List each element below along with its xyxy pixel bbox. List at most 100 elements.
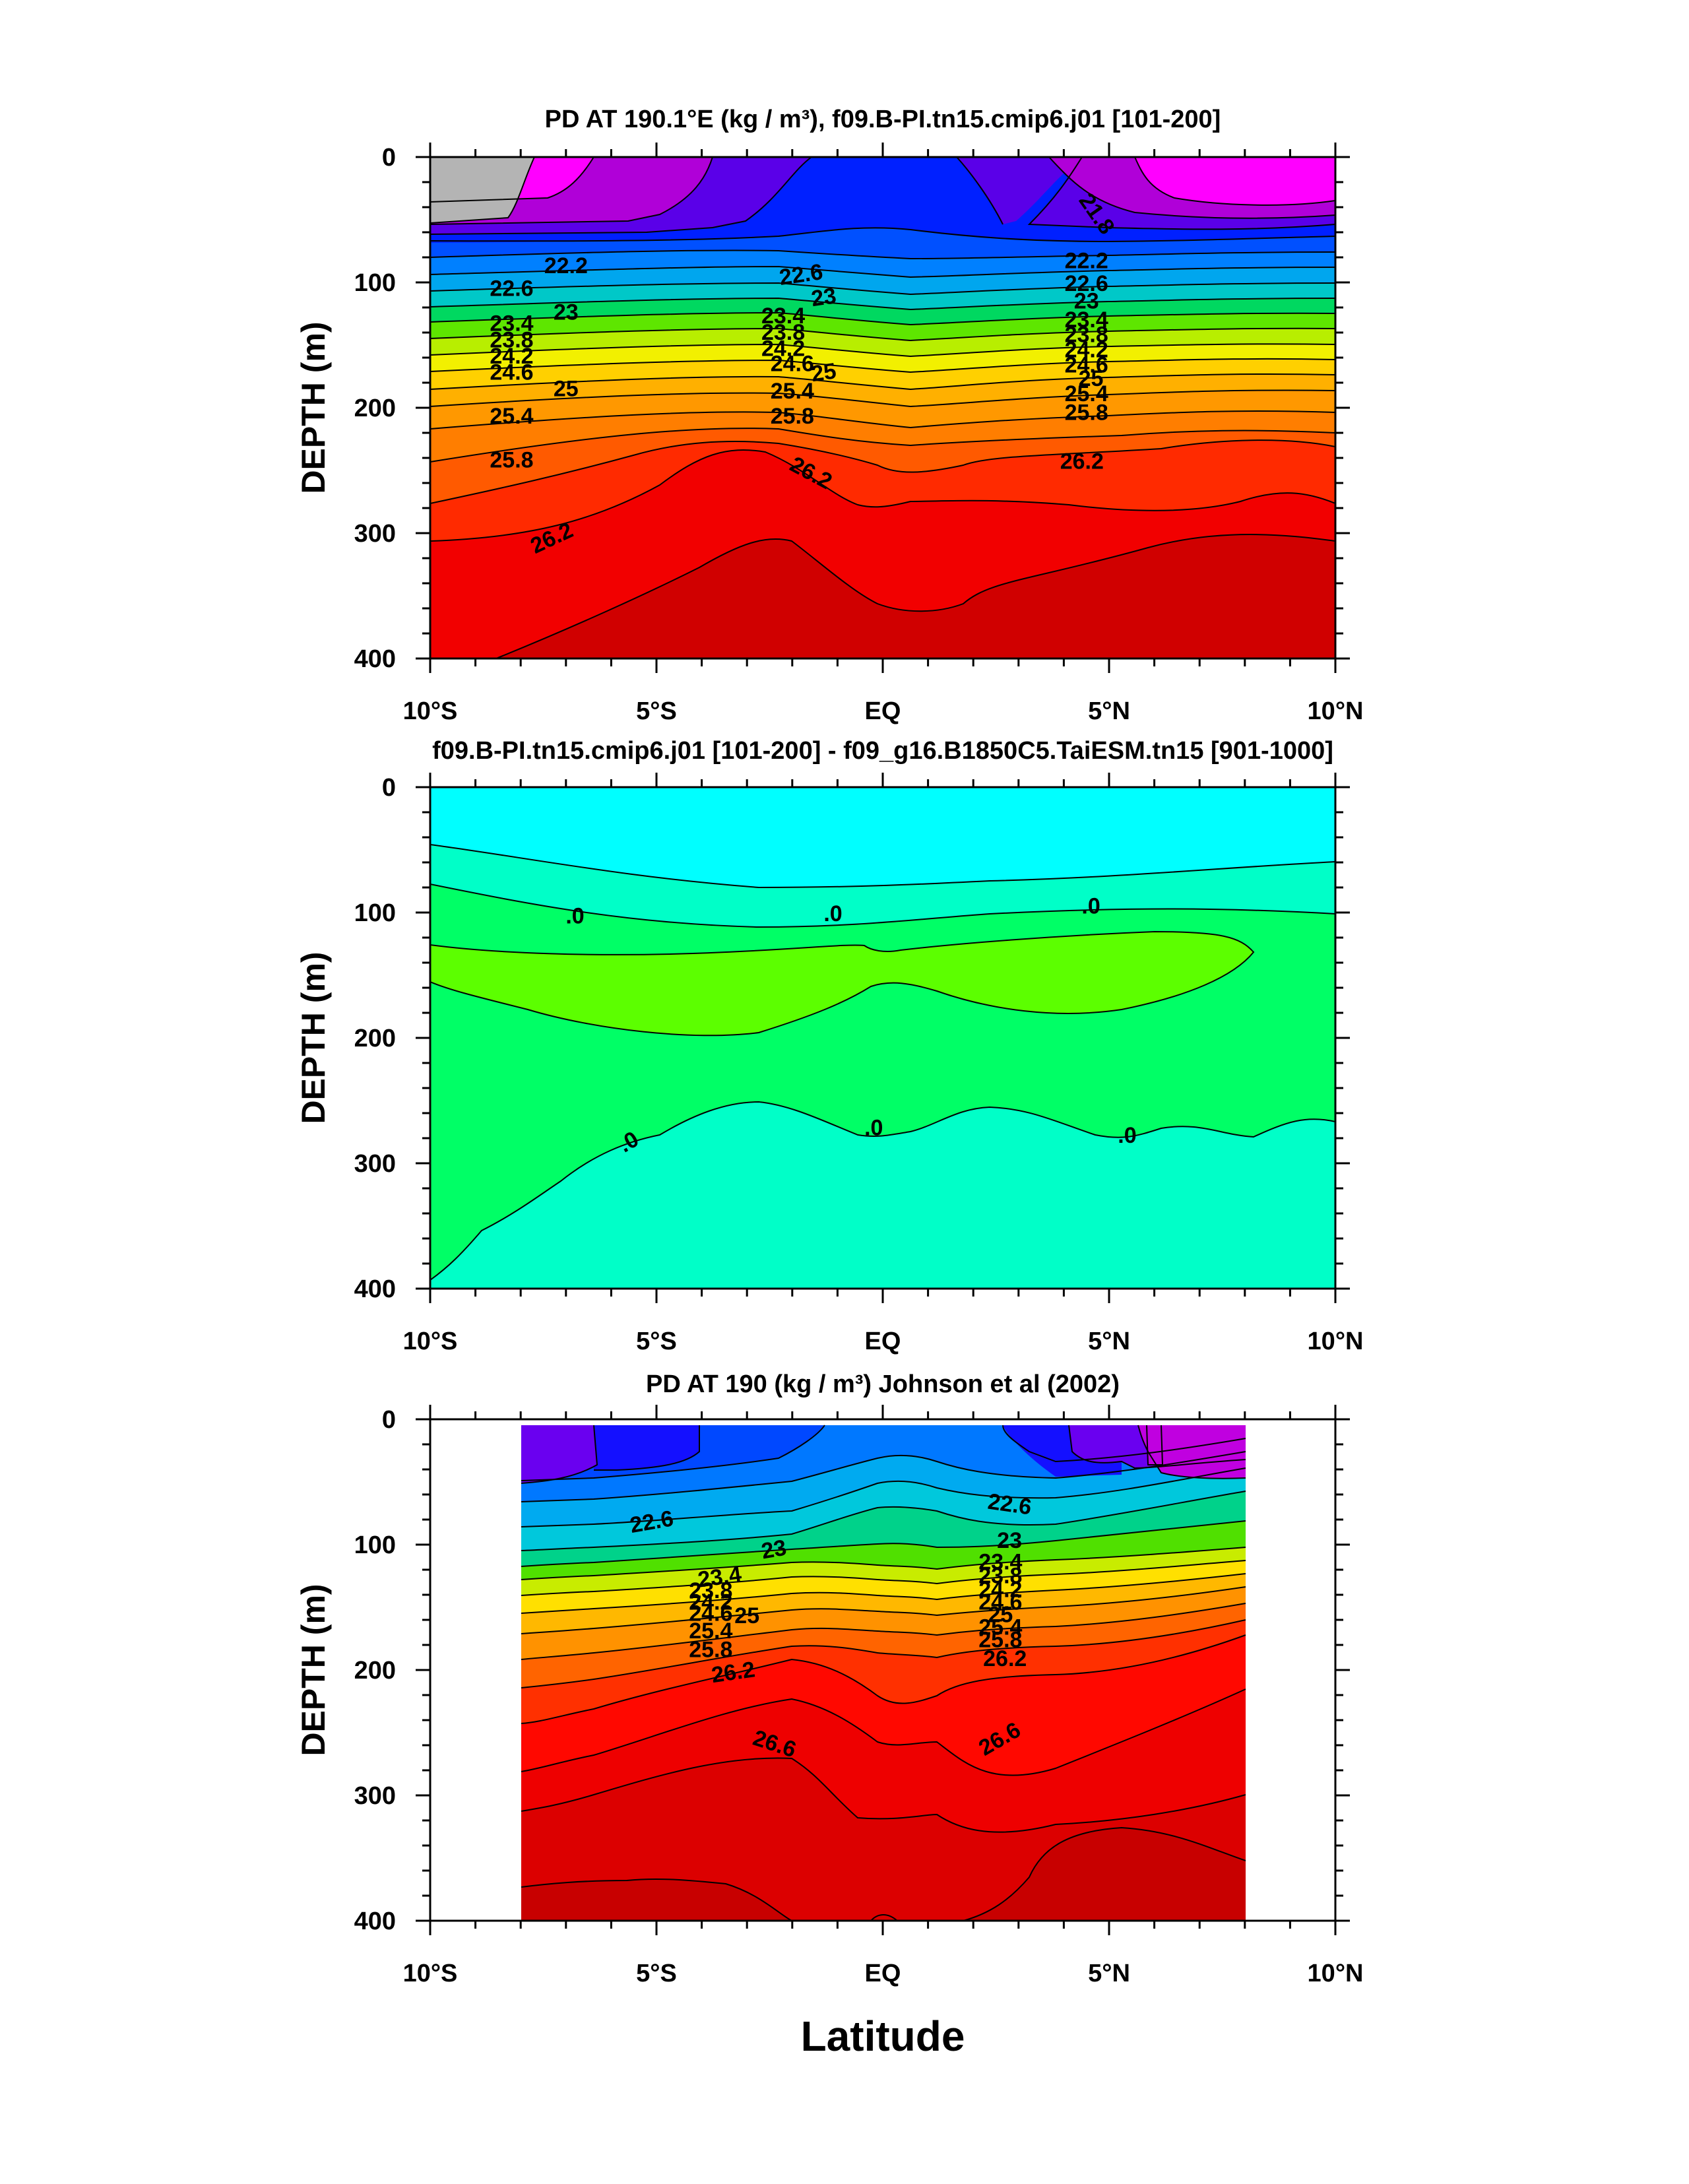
contour-lines <box>430 157 1335 658</box>
contour-label: 22.6 <box>986 1489 1033 1520</box>
ytick-label: 0 <box>382 144 396 172</box>
contour-label: 26.2 <box>983 1646 1027 1671</box>
land-mask <box>430 157 534 223</box>
ytick-label: 200 <box>354 1025 396 1052</box>
ytick-label: 100 <box>354 269 396 297</box>
panel-2-field: .0.0.0.0.0.0 <box>430 787 1335 1289</box>
contour-label: 22.2 <box>544 253 588 278</box>
xtick-label: 5°N <box>1088 697 1130 725</box>
contour-label: 22.6 <box>778 259 825 290</box>
ytick-label: 300 <box>354 1150 396 1178</box>
contour-label: 24.2 <box>761 337 805 362</box>
panel-2-ylabel: DEPTH (m) <box>295 951 332 1124</box>
xtick-label: 5°S <box>636 697 677 725</box>
xtick-label: 10°S <box>403 1328 458 1355</box>
xtick-label: 10°N <box>1308 1960 1364 1987</box>
contour-label: 23 <box>1074 288 1099 313</box>
panel-1-yticklabels: 0 100 200 300 400 <box>354 144 396 673</box>
ytick-label: 0 <box>382 774 396 802</box>
xtick-label: 5°S <box>636 1960 677 1987</box>
panel-2-title: f09.B-PI.tn15.cmip6.j01 [101-200] - f09_… <box>432 737 1333 765</box>
band-21-6 <box>430 157 1335 224</box>
contour-label: 23.4 <box>761 304 805 329</box>
contour-label: 25.4 <box>978 1615 1022 1640</box>
contour-label: 23.4 <box>1065 307 1108 333</box>
ytick-label: 300 <box>354 520 396 548</box>
contour-label: .0 <box>1118 1123 1136 1148</box>
ytick-label: 200 <box>354 1657 396 1685</box>
panel-1-xticklabels: 10°S 5°S EQ 5°N 10°N <box>403 697 1364 725</box>
contour-label: 25.8 <box>689 1637 732 1662</box>
ytick-label: 300 <box>354 1782 396 1810</box>
band-positive <box>430 932 1254 1036</box>
panel-3: PD AT 190 (kg / m³) Johnson et al (2002) <box>295 1370 1363 1987</box>
xtick-label: 10°S <box>403 697 458 725</box>
panel-3-xticklabels: 10°S 5°S EQ 5°N 10°N <box>403 1960 1364 1987</box>
contour-label: 23.8 <box>490 327 533 352</box>
contour-label: 26.2 <box>710 1657 757 1688</box>
xtick-label: EQ <box>865 697 901 725</box>
panel-2-yticklabels: 0 100 200 300 400 <box>354 774 396 1303</box>
contour-label: 22.6 <box>1065 271 1108 296</box>
contour-label: 23 <box>759 1535 788 1564</box>
contour-label: 24.6 <box>771 351 814 376</box>
contour-label: 25.4 <box>490 404 533 429</box>
contour-lines <box>521 1425 1246 1921</box>
xtick-label: 10°S <box>403 1960 458 1987</box>
contour-label: 23.4 <box>490 311 533 337</box>
contour-lines <box>430 844 1335 1281</box>
contour-label: 24.6 <box>978 1590 1022 1615</box>
ytick-label: 100 <box>354 899 396 927</box>
contour-label: 23.4 <box>978 1549 1022 1574</box>
panel-2-xticklabels: 10°S 5°S EQ 5°N 10°N <box>403 1328 1364 1355</box>
contour-label: 25.4 <box>1065 381 1108 406</box>
contour-label: 25 <box>1079 366 1104 391</box>
panel-1: PD AT 190.1°E (kg / m³), f09.B-PI.tn15.c… <box>295 106 1363 725</box>
contour-label: 24.6 <box>689 1601 732 1626</box>
panel-3-ylabel: DEPTH (m) <box>295 1584 332 1756</box>
xtick-label: EQ <box>865 1328 901 1355</box>
contour-label: 25.8 <box>490 448 533 473</box>
xtick-label: EQ <box>865 1960 901 1987</box>
contour-label: 23 <box>997 1528 1022 1553</box>
xtick-label: 5°N <box>1088 1960 1130 1987</box>
panel-3-yticklabels: 0 100 200 300 400 <box>354 1406 396 1935</box>
contour-label: 22.2 <box>1065 249 1108 274</box>
panel-1-title: PD AT 190.1°E (kg / m³), f09.B-PI.tn15.c… <box>545 106 1221 133</box>
ytick-label: 0 <box>382 1406 396 1434</box>
contour-label: 25 <box>988 1602 1013 1627</box>
contour-label: 26.2 <box>1060 449 1104 474</box>
contour-label: 24.6 <box>1065 352 1108 377</box>
contour-label: 24.2 <box>490 344 533 369</box>
contour-label: 25.4 <box>771 379 814 404</box>
band-slight-positive-lower <box>430 1102 1335 1289</box>
contour-label: 25 <box>554 376 579 401</box>
xtick-label: 10°N <box>1308 697 1364 725</box>
contour-label: 24.2 <box>1065 337 1108 362</box>
contour-label: 23 <box>554 300 579 325</box>
xtick-label: 10°N <box>1308 1328 1364 1355</box>
contour-label: 24.2 <box>978 1577 1022 1602</box>
panel-2-contour-labels: .0.0.0.0.0.0 <box>565 893 1136 1157</box>
contour-label: .0 <box>864 1116 883 1141</box>
panel-1-ylabel: DEPTH (m) <box>295 321 332 494</box>
contour-label: .0 <box>1081 893 1100 918</box>
contour-label: 23 <box>810 283 838 311</box>
contour-label: 25.8 <box>771 404 814 429</box>
contour-label: 25 <box>734 1603 759 1628</box>
ytick-label: 100 <box>354 1531 396 1559</box>
panel-1-ticks <box>416 143 1350 673</box>
contour-label: 24.6 <box>490 360 533 385</box>
contour-label: 23.8 <box>1065 323 1108 348</box>
panel-2-ticks <box>416 773 1350 1303</box>
xtick-label: 5°S <box>636 1328 677 1355</box>
ytick-label: 400 <box>354 1275 396 1303</box>
contour-label: .0 <box>823 901 842 926</box>
contour-label: 24.2 <box>689 1590 732 1615</box>
contour-label: 22.6 <box>490 276 533 301</box>
figure-xlabel: Latitude <box>801 2012 965 2060</box>
